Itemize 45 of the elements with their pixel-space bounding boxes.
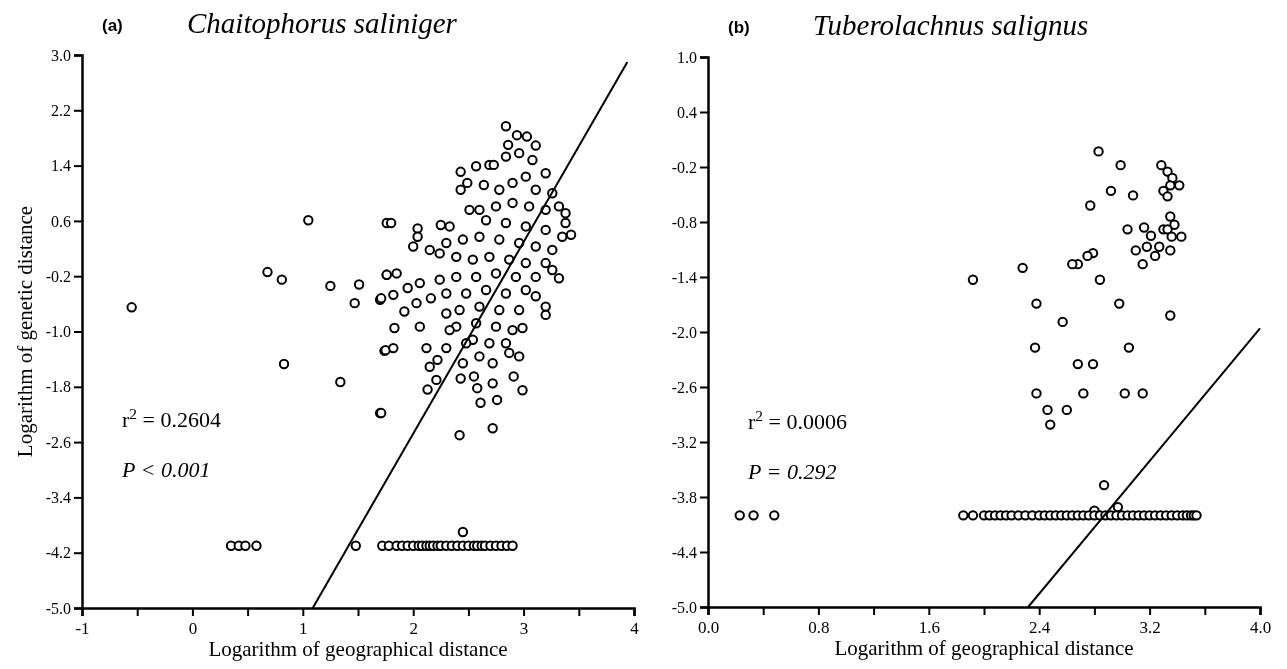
y-tick-label: -3.4 [45,489,71,507]
y-axis-title: Logarithm of genetic distance [13,205,37,458]
y-tick-label: 1.4 [51,157,71,175]
y-tick-label: 3.0 [51,46,71,64]
x-tick-label: 2 [409,619,418,639]
x-tick-label: 0 [188,619,198,639]
x-tick-label: 1 [299,619,308,639]
x-tick-label: 1.6 [918,618,940,638]
x-tick-label: 4 [630,619,640,639]
text: (a) [102,16,123,35]
y-tick-label: -5.0 [671,598,697,616]
text: (b) [728,18,750,37]
x-tick-label: 4.0 [1249,618,1272,638]
x-tick-label: -1 [75,619,90,639]
chart-title: Tuberolachnus salignus [813,9,1089,41]
y-tick-label: -3.2 [671,433,697,451]
y-tick-label: 0.4 [677,103,697,121]
y-tick-label: 1.0 [677,48,697,66]
y-tick-label: -1.0 [45,323,71,341]
chart-title: Chaitophorus saliniger [187,7,458,39]
x-tick-label: 3.2 [1139,618,1161,638]
x-axis-title: Logarithm of geographical distance [208,637,508,661]
y-tick-label: 2.2 [51,101,71,119]
y-tick-label: -1.8 [45,378,71,396]
x-tick-label: 0.0 [697,618,720,638]
annotation: P < 0.001 [121,457,211,482]
x-axis-title: Logarithm of geographical distance [834,636,1134,660]
y-tick-label: -2.0 [671,323,697,341]
y-tick-label: -2.6 [671,378,697,396]
y-tick-label: -1.4 [671,268,697,286]
x-tick-label: 2.4 [1029,618,1051,638]
y-tick-label: -4.4 [671,543,697,561]
annotation: r$^{2}$ = 0.0006 [748,406,847,434]
annotation: P = 0.292 [747,459,837,484]
y-tick-label: -3.8 [671,488,697,506]
y-tick-label: -0.2 [671,158,697,176]
x-tick-label: 3 [519,619,529,639]
y-tick-label: -0.8 [671,213,697,231]
y-tick-label: -0.2 [45,267,71,285]
y-tick-label: -4.2 [45,544,71,562]
x-tick-label: 0.8 [808,618,830,638]
y-tick-label: -2.6 [45,433,71,451]
y-tick-label: -5.0 [45,599,71,617]
annotation: r$^{2}$ = 0.2604 [122,404,221,432]
y-tick-label: 0.6 [51,212,71,230]
